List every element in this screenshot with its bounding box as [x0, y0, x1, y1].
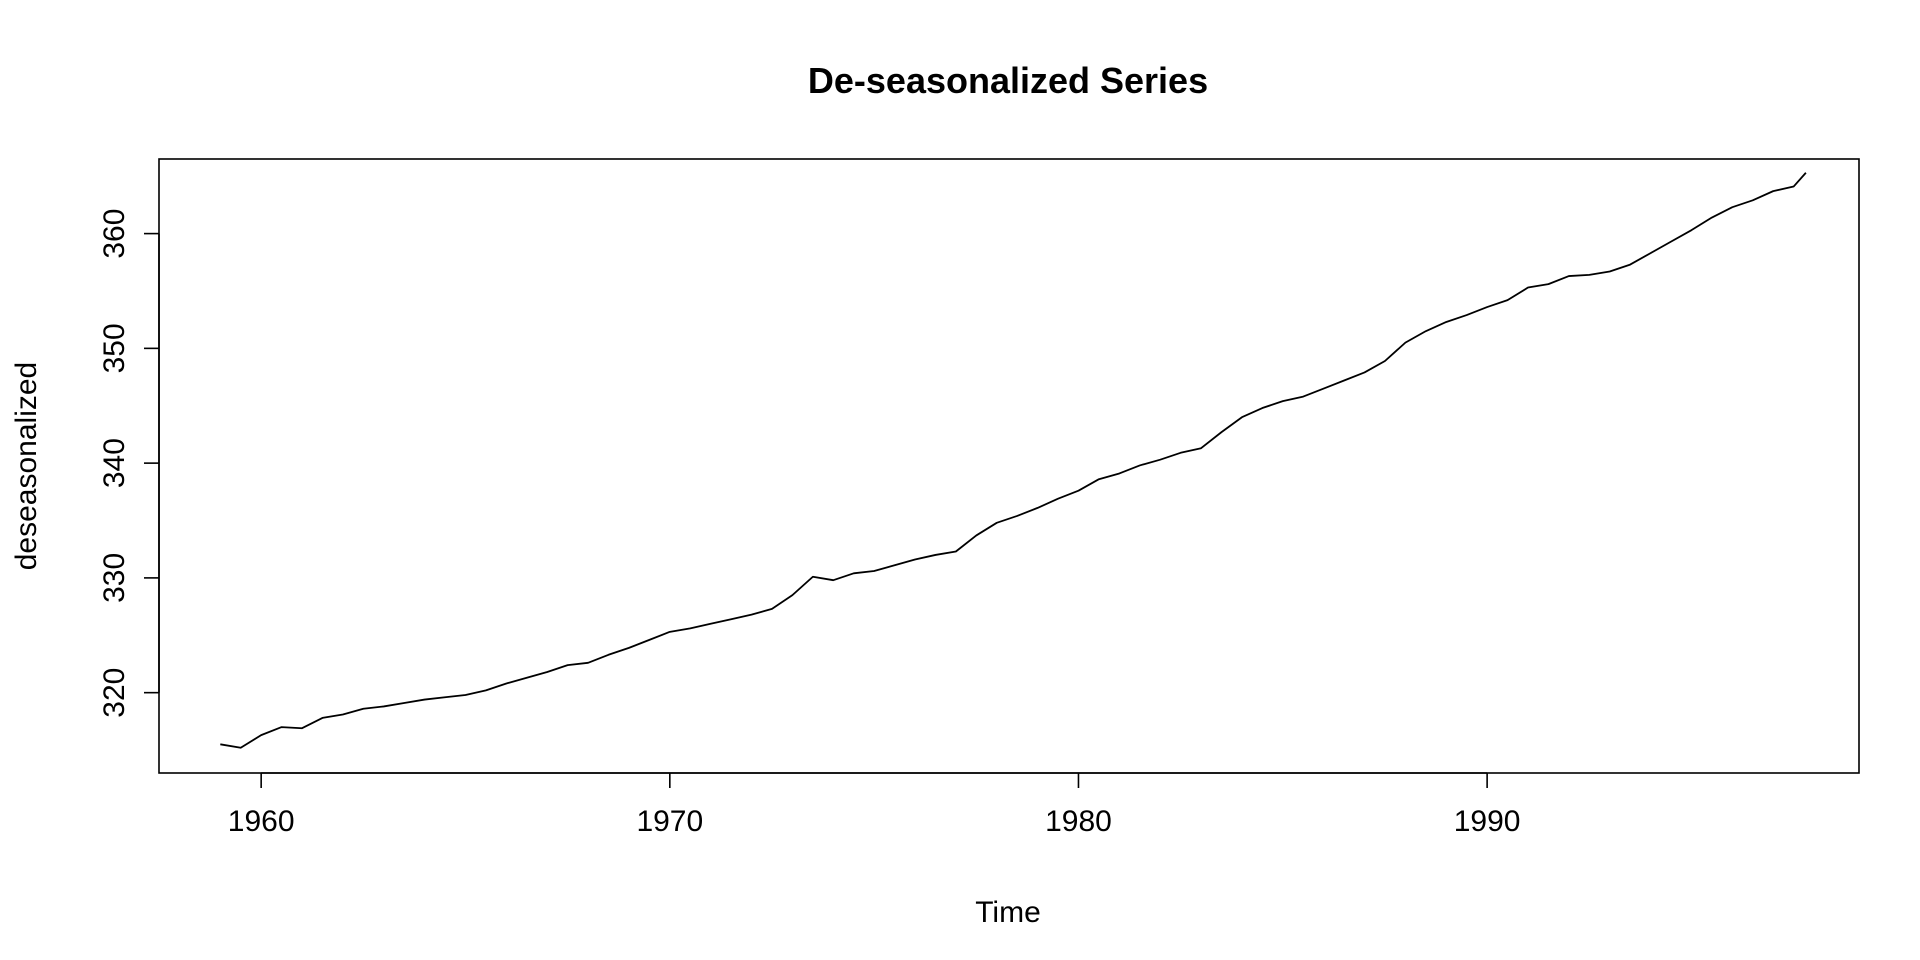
x-tick-label: 1980	[1045, 805, 1112, 838]
x-axis-label: Time	[975, 896, 1041, 929]
y-axis-label: deseasonalized	[10, 362, 43, 571]
x-tick-label: 1960	[228, 805, 295, 838]
y-tick-label: 330	[98, 553, 131, 603]
chart-title: De-seasonalized Series	[808, 60, 1208, 101]
y-tick-label: 360	[98, 209, 131, 259]
y-axis: 320 330 340 350 360	[98, 209, 160, 718]
plot-frame	[158, 158, 1860, 774]
y-tick-label: 320	[98, 668, 131, 718]
x-tick-label: 1970	[636, 805, 703, 838]
y-tick-label: 350	[98, 323, 131, 373]
x-tick-label: 1990	[1454, 805, 1521, 838]
series-line	[220, 172, 1807, 749]
x-axis: 1960 1970 1980 1990	[228, 772, 1521, 838]
y-tick-label: 340	[98, 438, 131, 488]
